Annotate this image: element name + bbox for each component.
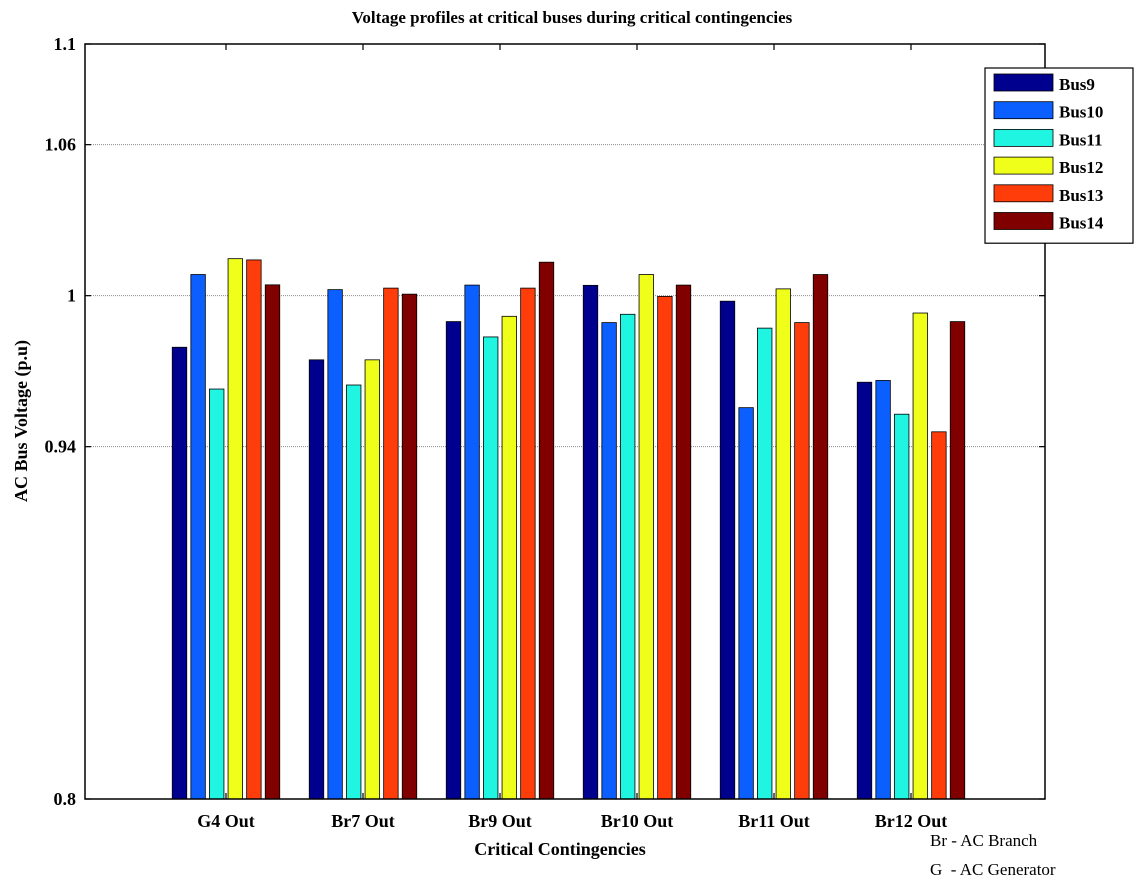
chart-title: Voltage profiles at critical buses durin… bbox=[352, 8, 793, 27]
legend-label: Bus12 bbox=[1059, 158, 1103, 177]
bar-bus12-6 bbox=[912, 312, 928, 800]
bar-bus11-1 bbox=[209, 388, 225, 800]
legend-swatch bbox=[993, 156, 1054, 175]
bar-bus10-2 bbox=[327, 289, 343, 800]
x-tick-label: Br9 Out bbox=[468, 811, 532, 831]
bar-bus11-6 bbox=[894, 413, 910, 800]
bar-bus12-5 bbox=[775, 288, 791, 800]
legend-label: Bus11 bbox=[1059, 130, 1102, 149]
x-tick-label: Br7 Out bbox=[331, 811, 395, 831]
bar-bus14-5 bbox=[812, 274, 829, 800]
y-tick-label: 1.1 bbox=[54, 34, 77, 54]
bar-bus11-3 bbox=[483, 336, 499, 800]
plot-frame bbox=[84, 43, 1046, 800]
bar-bus11-4 bbox=[620, 313, 636, 800]
bar-bus10-1 bbox=[190, 274, 206, 800]
bar-bus9-5 bbox=[719, 300, 736, 800]
bar-bus14-2 bbox=[401, 293, 418, 800]
legend-label: Bus9 bbox=[1059, 75, 1095, 94]
bar-bus10-3 bbox=[464, 284, 480, 800]
bar-bus14-3 bbox=[538, 261, 555, 800]
bar-bus13-4 bbox=[657, 296, 673, 800]
bar-bus13-5 bbox=[794, 322, 810, 800]
legend-label: Bus13 bbox=[1059, 186, 1103, 205]
y-tick-label: 0.94 bbox=[45, 437, 77, 457]
bar-bus9-6 bbox=[856, 381, 873, 800]
bar-bus9-2 bbox=[308, 359, 325, 800]
x-tick-label: Br12 Out bbox=[875, 811, 948, 831]
bar-bus14-6 bbox=[949, 321, 966, 800]
legend-label: Bus14 bbox=[1059, 214, 1104, 233]
x-tick-label: Br11 Out bbox=[738, 811, 810, 831]
bar-bus14-1 bbox=[264, 284, 281, 800]
bar-bus12-4 bbox=[638, 274, 654, 800]
bar-bus13-1 bbox=[246, 259, 262, 800]
bar-bus11-5 bbox=[757, 327, 773, 800]
legend-swatch bbox=[993, 101, 1054, 120]
bar-bus13-3 bbox=[520, 287, 536, 800]
bar-bus13-6 bbox=[931, 431, 947, 800]
x-tick-label: G4 Out bbox=[197, 811, 255, 831]
legend-swatch bbox=[993, 128, 1054, 147]
y-tick-label: 1.06 bbox=[45, 135, 77, 155]
legend: Bus9 Bus10 Bus11 Bus12 Bus13 Bus14 bbox=[984, 67, 1134, 244]
y-tick-label: 0.8 bbox=[54, 789, 77, 809]
legend-swatch bbox=[993, 73, 1054, 92]
y-tick-label: 1 bbox=[67, 286, 76, 306]
bar-bus9-1 bbox=[171, 346, 188, 800]
bar-bus10-4 bbox=[601, 322, 617, 800]
bar-bus13-2 bbox=[383, 287, 399, 800]
bar-bus9-3 bbox=[445, 321, 462, 800]
legend-box bbox=[984, 67, 1134, 244]
legend-label: Bus10 bbox=[1059, 103, 1103, 122]
bar-bus9-4 bbox=[582, 284, 599, 800]
bar-bus10-5 bbox=[738, 407, 754, 800]
bar-bus11-2 bbox=[346, 384, 362, 800]
bar-bus10-6 bbox=[875, 380, 891, 800]
y-axis-label: AC Bus Voltage (p.u) bbox=[11, 340, 32, 502]
x-tick-label: Br10 Out bbox=[601, 811, 674, 831]
bar-bus14-4 bbox=[675, 284, 692, 800]
legend-swatch bbox=[993, 184, 1054, 203]
note-branch: Br - AC Branch bbox=[930, 831, 1038, 850]
x-axis-label: Critical Contingencies bbox=[474, 839, 645, 859]
bar-bus12-2 bbox=[364, 359, 380, 800]
axis-ticks: 0.8 0.94 1 1.06 1.1 G4 Out Br7 Out Br9 Out Br10 … bbox=[45, 34, 1045, 831]
legend-swatch bbox=[993, 212, 1054, 230]
bar-bus12-3 bbox=[501, 315, 517, 800]
bars bbox=[171, 258, 966, 800]
note-generator: G - AC Generator bbox=[930, 860, 1056, 879]
bar-bus12-1 bbox=[227, 258, 243, 800]
